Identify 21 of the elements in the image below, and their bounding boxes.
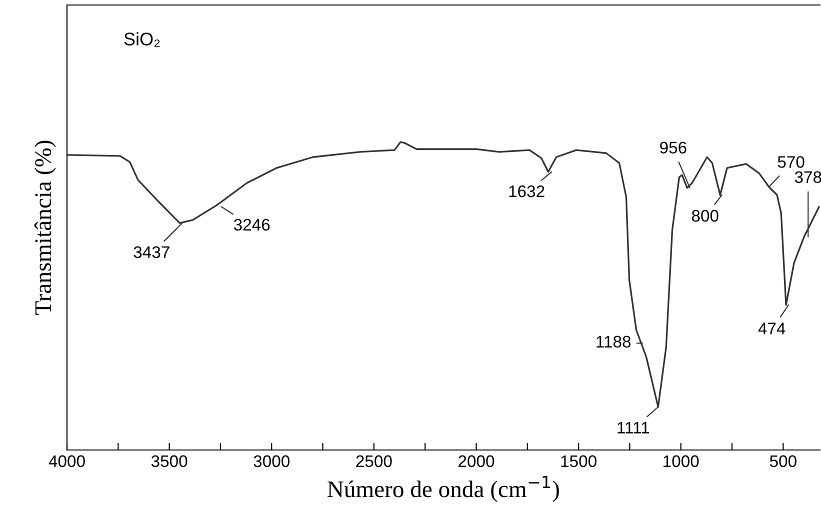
annotation: 1188 [596,336,631,348]
x-axis-title: Número de onda (cm$^{−1}$) [328,476,559,502]
annotation: 570 [778,156,804,168]
x-tick-label: 500 [770,455,796,468]
x-tick-label: 2000 [458,455,494,468]
x-tick-label: 3500 [151,455,188,468]
annotation: 956 [660,142,686,154]
y-axis-title: Transmitância (%) [34,140,56,315]
annotation: 1111 [618,422,650,434]
annotation: 800 [692,210,718,222]
annotation: 378 [794,171,821,184]
x-tick-label: 1500 [561,455,596,468]
annotation: 3437 [134,246,170,258]
annotation: 3246 [234,218,270,231]
x-tick-label: 4000 [48,455,85,468]
annotation: 1632 [509,185,544,198]
x-tick-label: 1000 [664,455,699,468]
annotation: 474 [758,322,786,334]
text: SiO₂ [124,32,160,47]
x-tick-label: 3000 [254,455,290,468]
x-tick-label: 2500 [356,455,392,468]
